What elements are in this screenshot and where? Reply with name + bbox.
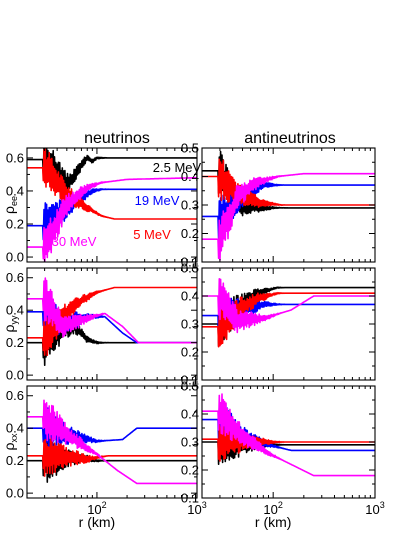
x-tick-label: 103 [187, 500, 206, 517]
x-tick-label: 102 [87, 500, 106, 517]
panel-neutrinos-ee: 0.0 0.2 0.4 0.6 2.5 MeV 19 MeV 5 MeV 30 MeV [6, 147, 202, 265]
y-tick-label: 0.4 [181, 289, 199, 304]
x-tick-label: 103 [365, 500, 384, 517]
series-label: 2.5 MeV [153, 160, 202, 175]
plot-frame [26, 267, 198, 381]
series-red-line [27, 148, 197, 220]
x-axis-label: r (km) [79, 514, 116, 530]
y-tick-label: 0.1 [181, 373, 199, 388]
row-label: ρee [1, 196, 19, 214]
y-tick-label: 0.2 [181, 345, 199, 360]
series-red-line [27, 286, 197, 357]
x-axis-label: r (km) [255, 514, 292, 530]
y-tick-label: 0.1 [181, 491, 199, 506]
y-tick-label: 0.3 [181, 317, 199, 332]
series-label: 30 MeV [52, 234, 97, 249]
y-tick-label: 0.2 [6, 453, 24, 468]
y-tick-label: 0.2 [6, 217, 24, 232]
series-magenta-line [27, 277, 197, 344]
panel-antineutrinos-xx: 0.1 0.2 0.3 0.4 0.5 [181, 379, 376, 506]
x-tick-label: 102 [263, 500, 282, 517]
series-magenta-line [202, 393, 375, 477]
y-tick-label: 0.5 [181, 141, 199, 156]
y-tick-label: 0.4 [6, 303, 24, 318]
y-tick-label: 0.6 [6, 388, 24, 403]
panel-neutrinos-yy: 0.0 0.2 0.4 0.6 [6, 267, 198, 383]
y-tick-label: 0.4 [6, 421, 24, 436]
row-label: ρyy [1, 315, 19, 332]
series-red-line [202, 158, 375, 208]
y-tick-label: 0.5 [181, 261, 199, 276]
y-tick-label: 0.0 [6, 250, 24, 265]
y-tick-label: 0.0 [6, 368, 24, 383]
y-tick-label: 0.6 [6, 270, 24, 285]
panel-antineutrinos-ee: 0.1 0.2 0.3 0.4 0.5 [181, 141, 376, 270]
y-tick-label: 0.6 [6, 150, 24, 165]
plot-frame [26, 147, 198, 263]
series-red-line [202, 422, 375, 462]
panel-neutrinos-xx: 0.0 0.2 0.4 0.6 [6, 385, 198, 501]
series-label: 19 MeV [135, 193, 180, 208]
svg-text:ρee: ρee [1, 196, 19, 214]
y-tick-label: 0.2 [181, 463, 199, 478]
series-magenta-line [202, 277, 375, 334]
y-tick-label: 0.2 [181, 226, 199, 241]
series-magenta-line [27, 176, 197, 262]
y-tick-label: 0.2 [6, 335, 24, 350]
series-magenta-line [27, 399, 197, 485]
y-tick-label: 0.4 [6, 183, 24, 198]
col-title-antineutrinos: antineutrinos [244, 130, 336, 147]
y-tick-label: 0.0 [6, 486, 24, 501]
y-tick-label: 0.4 [181, 169, 199, 184]
row-label: ρxx [1, 433, 19, 450]
y-tick-label: 0.5 [181, 379, 199, 394]
y-tick-label: 0.4 [181, 407, 199, 422]
series-label: 5 MeV [133, 227, 171, 242]
series-magenta-line [202, 172, 375, 261]
row-labels: ρee ρyy ρxx [1, 196, 19, 450]
svg-text:ρxx: ρxx [1, 433, 19, 450]
col-title-neutrinos: neutrinos [84, 130, 150, 147]
plot-frame [26, 385, 198, 499]
panel-antineutrinos-yy: 0.1 0.2 0.3 0.4 0.5 [181, 261, 376, 388]
y-tick-label: 0.3 [181, 198, 199, 213]
y-tick-label: 0.1 [181, 255, 199, 270]
svg-text:ρyy: ρyy [1, 315, 19, 332]
y-tick-label: 0.3 [181, 435, 199, 450]
series-red-line [27, 437, 197, 477]
